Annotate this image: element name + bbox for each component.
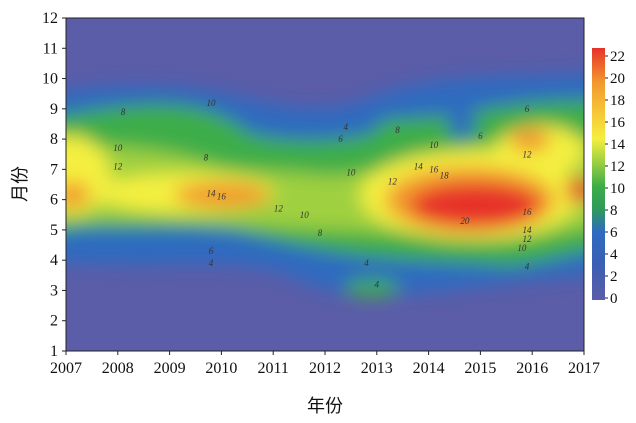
y-tick-label: 5 bbox=[50, 222, 58, 239]
contour-label: 10 bbox=[113, 143, 123, 153]
colorbar-tick-label: 10 bbox=[610, 181, 625, 197]
contour-label: 8 bbox=[121, 107, 126, 117]
contour-label: 12 bbox=[274, 204, 284, 214]
contour-label: 8 bbox=[395, 125, 400, 135]
contour-label: 14 bbox=[414, 161, 424, 171]
y-tick-label: 10 bbox=[42, 71, 58, 88]
band-level-18-topright bbox=[510, 128, 550, 152]
y-tick-label: 8 bbox=[50, 131, 58, 148]
colorbar: 0 2 4 6 8 10 12 14 16 18 20 22 bbox=[592, 48, 626, 307]
x-tick-label: 2010 bbox=[205, 360, 237, 377]
colorbar-tick-label: 16 bbox=[610, 115, 626, 131]
colorbar-gradient bbox=[592, 48, 605, 300]
y-tick-label: 4 bbox=[50, 252, 58, 269]
contour-label: 6 bbox=[478, 131, 483, 141]
x-tick-label: 2016 bbox=[516, 360, 548, 377]
contour-label: 12 bbox=[523, 234, 533, 244]
x-tick-label: 2008 bbox=[102, 360, 134, 377]
contour-label: 6 bbox=[525, 104, 530, 114]
colorbar-ticks: 0 2 4 6 8 10 12 14 16 18 20 22 bbox=[605, 49, 626, 307]
colorbar-tick-label: 22 bbox=[610, 49, 625, 65]
x-tick-label: 2017 bbox=[568, 360, 600, 377]
contour-label: 14 bbox=[207, 189, 217, 199]
hole-2012 bbox=[240, 110, 380, 140]
heatmap-field bbox=[66, 18, 584, 351]
y-tick-label: 2 bbox=[50, 313, 58, 330]
y-tick-label: 1 bbox=[50, 343, 58, 360]
x-axis-label: 年份 bbox=[307, 396, 343, 417]
band-level-22-edge bbox=[566, 178, 584, 202]
contour-label: 18 bbox=[440, 170, 450, 180]
x-tick-label: 2013 bbox=[361, 360, 393, 377]
contour-label: 8 bbox=[318, 228, 323, 238]
contour-label: 16 bbox=[217, 192, 227, 202]
contour-label: 10 bbox=[300, 210, 310, 220]
colorbar-tick-label: 2 bbox=[610, 269, 618, 285]
colorbar-tick-label: 0 bbox=[610, 291, 618, 307]
hole-2013-mid bbox=[345, 148, 365, 172]
colorbar-tick-label: 12 bbox=[610, 159, 625, 175]
contour-label: 14 bbox=[523, 225, 533, 235]
contour-label: 4 bbox=[209, 258, 214, 268]
contour-label: 10 bbox=[429, 140, 439, 150]
y-tick-label: 7 bbox=[50, 161, 58, 178]
contour-label: 4 bbox=[364, 258, 369, 268]
contour-label: 12 bbox=[113, 161, 123, 171]
x-tick-label: 2012 bbox=[309, 360, 341, 377]
band-level-22-right bbox=[410, 183, 540, 227]
contour-label: 20 bbox=[460, 216, 470, 226]
x-axis-ticks: 2007 2008 2009 2010 2011 2012 2013 2014 2015 2016… bbox=[50, 351, 600, 377]
contour-label: 4 bbox=[343, 122, 348, 132]
hole-2015 bbox=[448, 111, 476, 139]
contour-label: 10 bbox=[346, 167, 356, 177]
colorbar-tick-label: 18 bbox=[610, 93, 625, 109]
colorbar-tick-label: 8 bbox=[610, 203, 618, 219]
y-tick-label: 12 bbox=[42, 10, 58, 27]
hole-2013-low bbox=[344, 279, 400, 297]
y-tick-label: 11 bbox=[43, 40, 58, 57]
contour-label: 4 bbox=[375, 279, 380, 289]
x-tick-label: 2007 bbox=[50, 360, 82, 377]
contour-label: 12 bbox=[388, 177, 398, 187]
y-axis-label: 月份 bbox=[10, 166, 31, 202]
x-tick-label: 2014 bbox=[413, 360, 445, 377]
y-tick-label: 9 bbox=[50, 101, 58, 118]
band-level-18-edge bbox=[66, 182, 90, 208]
y-tick-label: 6 bbox=[50, 192, 58, 209]
x-tick-label: 2011 bbox=[257, 360, 288, 377]
contour-label: 6 bbox=[338, 134, 343, 144]
colorbar-tick-label: 14 bbox=[610, 137, 626, 153]
contour-label: 8 bbox=[204, 152, 209, 162]
contour-label: 16 bbox=[523, 207, 533, 217]
x-tick-label: 2015 bbox=[464, 360, 496, 377]
colorbar-tick-label: 20 bbox=[610, 71, 625, 87]
contour-label: 10 bbox=[207, 98, 217, 108]
colorbar-tick-label: 6 bbox=[610, 225, 618, 241]
band-level-18-left bbox=[174, 182, 270, 208]
contour-label: 16 bbox=[429, 164, 439, 174]
x-tick-label: 2009 bbox=[154, 360, 186, 377]
y-tick-label: 3 bbox=[50, 282, 58, 299]
contour-label: 10 bbox=[517, 243, 527, 253]
contour-label: 4 bbox=[525, 261, 530, 271]
colorbar-tick-label: 4 bbox=[610, 247, 618, 263]
contour-label: 6 bbox=[209, 246, 214, 256]
contour-label: 12 bbox=[523, 149, 533, 159]
